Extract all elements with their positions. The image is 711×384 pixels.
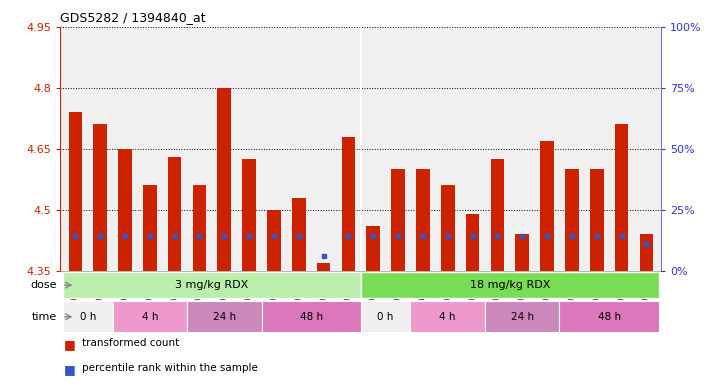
Text: ■: ■ (64, 338, 76, 351)
Bar (317, 263, 331, 271)
Text: 48 h: 48 h (299, 312, 323, 322)
Bar (341, 137, 356, 271)
Bar (262, 301, 360, 332)
Text: 0 h: 0 h (378, 312, 394, 322)
Text: 4 h: 4 h (141, 312, 158, 322)
Text: dose: dose (31, 280, 57, 290)
Bar (242, 159, 256, 271)
Bar (118, 149, 132, 271)
Text: 0 h: 0 h (80, 312, 96, 322)
Bar (168, 157, 181, 271)
Bar (218, 88, 231, 271)
Bar (143, 185, 156, 271)
Bar (68, 112, 82, 271)
Text: 24 h: 24 h (213, 312, 236, 322)
Text: transformed count: transformed count (82, 338, 179, 348)
Bar (360, 272, 659, 298)
Bar (292, 197, 306, 271)
Text: 4 h: 4 h (439, 312, 456, 322)
Bar (93, 124, 107, 271)
Bar (63, 272, 360, 298)
Bar (491, 159, 504, 271)
Bar (360, 301, 410, 332)
Bar (267, 210, 281, 271)
Text: 48 h: 48 h (597, 312, 621, 322)
Bar (187, 301, 262, 332)
Bar (366, 226, 380, 271)
Text: ■: ■ (64, 363, 76, 376)
Bar (639, 234, 653, 271)
Text: GDS5282 / 1394840_at: GDS5282 / 1394840_at (60, 11, 206, 24)
Bar (416, 169, 429, 271)
Bar (485, 301, 560, 332)
Text: 18 mg/kg RDX: 18 mg/kg RDX (469, 280, 550, 290)
Bar (466, 214, 479, 271)
Text: percentile rank within the sample: percentile rank within the sample (82, 363, 257, 373)
Bar (590, 169, 604, 271)
Bar (540, 141, 554, 271)
Bar (615, 124, 629, 271)
Text: 3 mg/kg RDX: 3 mg/kg RDX (175, 280, 249, 290)
Bar (193, 185, 206, 271)
Text: time: time (31, 312, 57, 322)
Bar (391, 169, 405, 271)
Bar (560, 301, 659, 332)
Text: 24 h: 24 h (510, 312, 534, 322)
Bar (515, 234, 529, 271)
Bar (63, 301, 112, 332)
Bar (112, 301, 187, 332)
Bar (441, 185, 454, 271)
Bar (565, 169, 579, 271)
Bar (410, 301, 485, 332)
